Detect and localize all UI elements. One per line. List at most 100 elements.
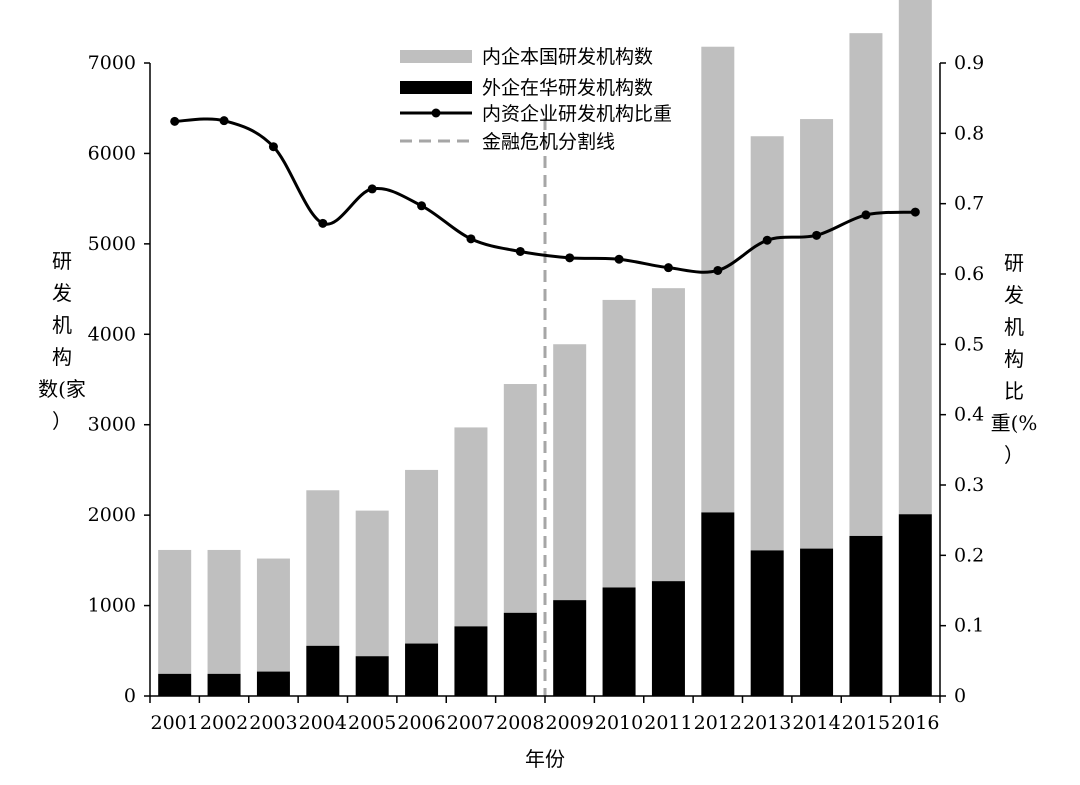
- left-tick-label-0: 0: [124, 685, 136, 707]
- bar-domestic-2008: [503, 384, 537, 613]
- bar-domestic-2004: [306, 490, 340, 646]
- legend-swatch-domestic: [400, 50, 472, 63]
- bar-foreign-2012: [701, 512, 735, 696]
- x-tick-label-2003: 2003: [249, 712, 297, 734]
- bar-foreign-2005: [355, 656, 389, 696]
- x-tick-label-2005: 2005: [348, 712, 396, 734]
- bar-foreign-2015: [849, 535, 883, 696]
- left-tick-label-3000: 3000: [88, 414, 136, 436]
- right-tick-label-0.4: 0.4: [954, 404, 984, 426]
- x-tick-label-2009: 2009: [546, 712, 594, 734]
- ratio-point-2005: [367, 184, 377, 194]
- x-tick-label-2007: 2007: [447, 712, 495, 734]
- axes-layer: 0 1000 2000 3000 4000 5000 6000 7000 0 0.1 0.2 0.3 0…: [38, 52, 1037, 771]
- legend-label-foreign: 外企在华研发机构数: [482, 77, 653, 99]
- y-axis-title-part-5: ）: [52, 409, 72, 433]
- bar-domestic-2002: [207, 549, 241, 674]
- bar-domestic-2011: [651, 288, 685, 582]
- x-tick-label-2016: 2016: [891, 712, 939, 734]
- bar-foreign-2001: [158, 673, 192, 696]
- bar-domestic-2006: [405, 469, 439, 644]
- y2-axis-title-part-2: 机: [1004, 315, 1024, 339]
- right-tick-label-0.5: 0.5: [954, 333, 984, 355]
- x-tick-label-2013: 2013: [743, 712, 791, 734]
- bar-domestic-2015: [849, 33, 883, 536]
- right-tick-label-0.6: 0.6: [954, 263, 984, 285]
- bar-layer: [158, 0, 932, 696]
- y-axis-title-part-2: 机: [52, 313, 72, 337]
- right-tick-label-0.9: 0.9: [954, 52, 984, 74]
- ratio-point-2012: [713, 265, 723, 275]
- ratio-point-2006: [417, 201, 427, 211]
- legend-swatch-ratio-marker: [431, 108, 441, 118]
- left-tick-label-1000: 1000: [88, 595, 136, 617]
- ratio-point-2015: [861, 210, 871, 220]
- x-tick-label-2004: 2004: [299, 712, 347, 734]
- ratio-point-2007: [466, 234, 476, 244]
- bar-domestic-2007: [454, 427, 488, 627]
- ratio-point-2002: [219, 116, 229, 126]
- bar-domestic-2012: [701, 46, 735, 513]
- ratio-point-2001: [170, 116, 180, 126]
- y2-axis-title-part-5: 重(%: [991, 411, 1038, 435]
- line-layer: [170, 116, 920, 275]
- bar-foreign-2008: [503, 612, 537, 696]
- bar-foreign-2004: [306, 645, 340, 696]
- legend-label-ratio: 内资企业研发机构比重: [482, 103, 672, 125]
- x-tick-label-2011: 2011: [644, 712, 692, 734]
- right-tick-label-0.7: 0.7: [954, 193, 984, 215]
- x-tick-label-2001: 2001: [151, 712, 199, 734]
- bar-foreign-2014: [800, 548, 834, 696]
- bar-domestic-2010: [602, 299, 636, 588]
- bar-foreign-2010: [602, 587, 636, 696]
- left-tick-label-5000: 5000: [88, 233, 136, 255]
- y-axis-title-part-1: 发: [52, 281, 72, 305]
- bar-foreign-2006: [405, 643, 439, 696]
- x-tick-label-2010: 2010: [595, 712, 643, 734]
- ratio-point-2010: [614, 254, 624, 264]
- ratio-point-2004: [318, 218, 328, 228]
- ratio-line: [174, 117, 916, 274]
- bar-foreign-2013: [750, 550, 784, 696]
- bar-domestic-2014: [800, 119, 834, 549]
- y-axis-title-part-4: 数(家: [38, 377, 86, 401]
- bar-foreign-2002: [207, 673, 241, 696]
- x-tick-label-2015: 2015: [842, 712, 890, 734]
- left-tick-label-7000: 7000: [88, 52, 136, 74]
- x-tick-label-2006: 2006: [397, 712, 445, 734]
- bar-foreign-2003: [256, 671, 290, 696]
- y-axis-title-part-0: 研: [52, 249, 72, 273]
- legend-swatch-foreign: [400, 81, 472, 94]
- ratio-point-2013: [762, 235, 772, 245]
- x-tick-label-2014: 2014: [792, 712, 840, 734]
- bar-foreign-2016: [898, 514, 932, 696]
- x-tick-label-2012: 2012: [694, 712, 742, 734]
- bar-domestic-2005: [355, 510, 389, 657]
- bar-foreign-2011: [651, 581, 685, 696]
- y2-axis-title-part-6: ）: [1004, 443, 1024, 467]
- y2-axis-title-part-4: 比: [1004, 379, 1024, 403]
- left-tick-label-2000: 2000: [88, 504, 136, 526]
- ratio-point-2016: [910, 207, 920, 217]
- ratio-point-2003: [268, 142, 278, 152]
- legend-label-domestic: 内企本国研发机构数: [482, 46, 653, 68]
- y2-axis-title-part-3: 构: [1004, 347, 1024, 371]
- y-axis-title-part-3: 构: [52, 345, 72, 369]
- bar-domestic-2009: [553, 344, 587, 601]
- y2-axis-title-part-0: 研: [1004, 251, 1024, 275]
- legend-label-reference: 金融危机分割线: [482, 131, 615, 153]
- right-tick-label-0: 0: [954, 685, 966, 707]
- x-tick-label-2008: 2008: [496, 712, 544, 734]
- bar-domestic-2001: [158, 549, 192, 674]
- ratio-point-2008: [515, 246, 525, 256]
- right-tick-label-0.8: 0.8: [954, 122, 984, 144]
- bar-foreign-2009: [553, 600, 587, 696]
- y2-axis-title-part-1: 发: [1004, 283, 1024, 307]
- right-tick-label-0.1: 0.1: [954, 615, 984, 637]
- x-tick-label-2002: 2002: [200, 712, 248, 734]
- right-tick-label-0.2: 0.2: [954, 544, 984, 566]
- left-tick-label-4000: 4000: [88, 323, 136, 345]
- bar-domestic-2013: [750, 136, 784, 551]
- ratio-point-2011: [663, 263, 673, 273]
